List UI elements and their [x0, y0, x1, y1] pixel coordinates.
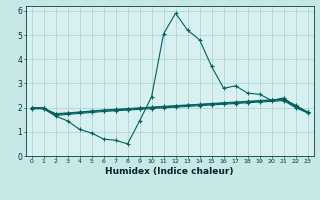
X-axis label: Humidex (Indice chaleur): Humidex (Indice chaleur) — [105, 167, 234, 176]
